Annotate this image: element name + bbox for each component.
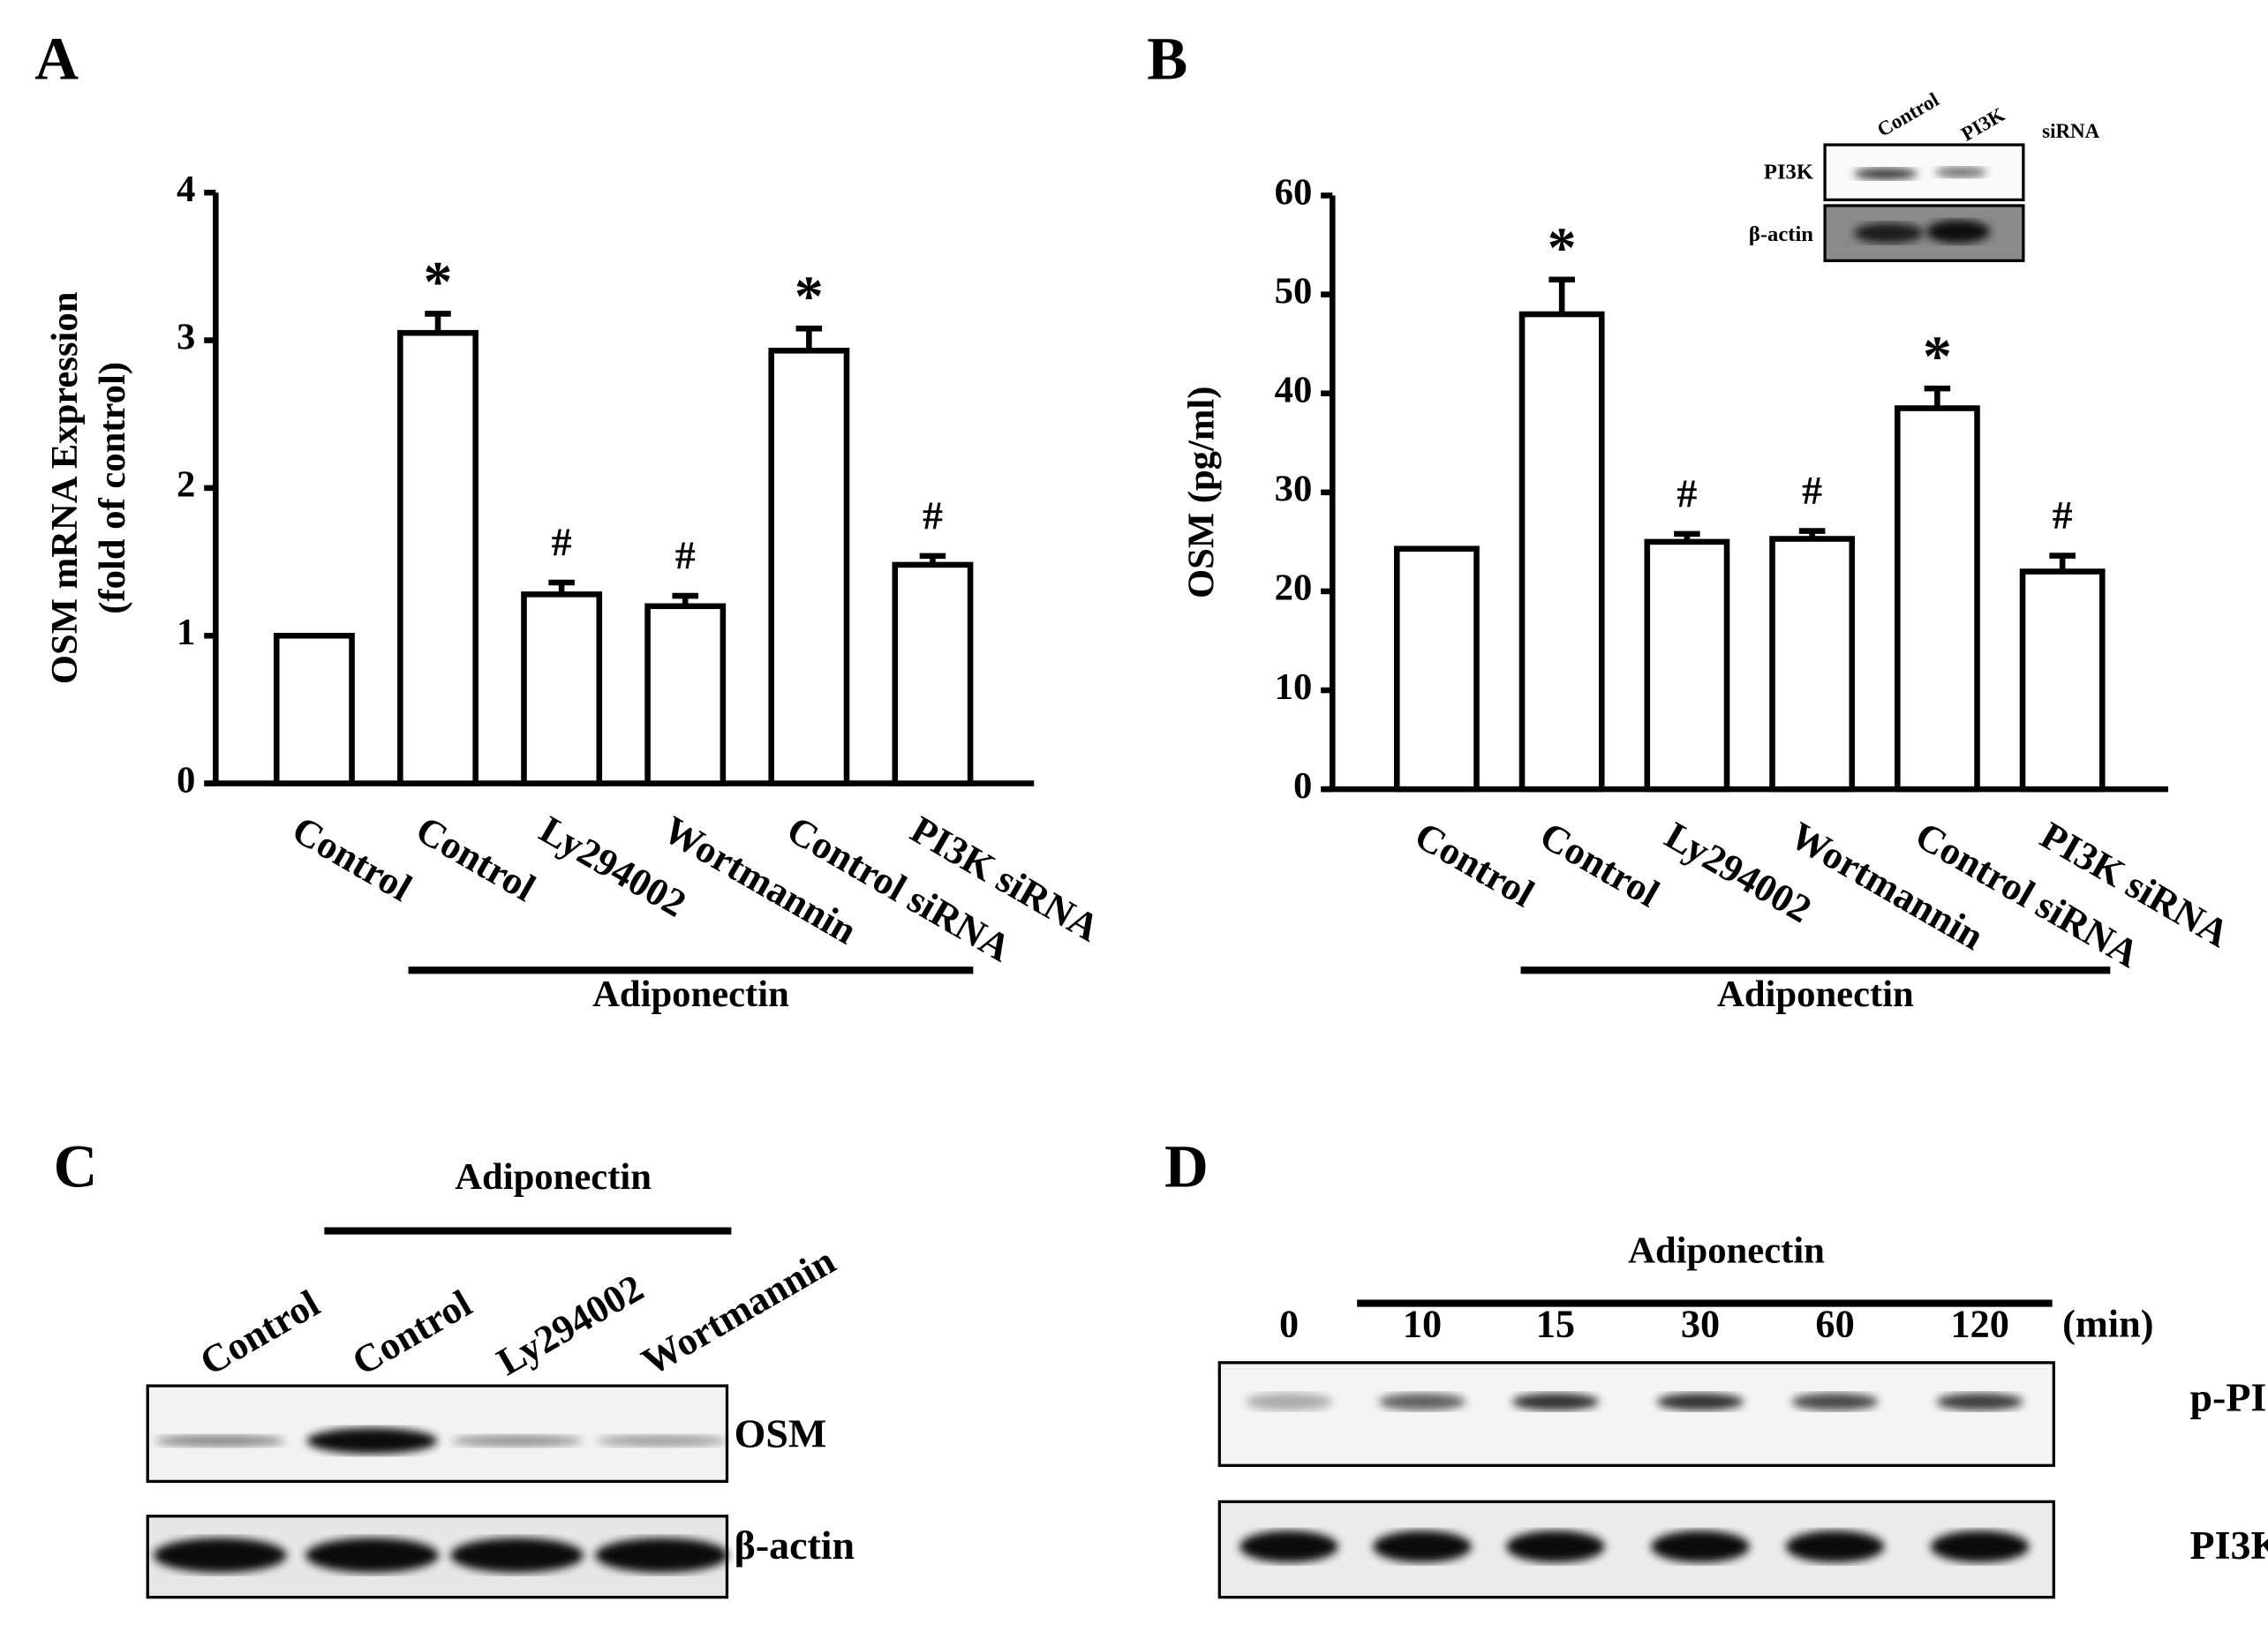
x-tick-label: Control bbox=[409, 808, 543, 910]
lane-label: 30 bbox=[1681, 1303, 1720, 1346]
y-tick-label: 1 bbox=[177, 612, 195, 653]
y-axis-label: OSM mRNA Expression bbox=[44, 291, 86, 684]
panel-label: A bbox=[34, 26, 79, 93]
blot-band bbox=[1785, 1530, 1885, 1563]
blot-band bbox=[1936, 1393, 2023, 1410]
blot-band bbox=[1853, 168, 1918, 180]
bar bbox=[397, 329, 478, 786]
blot-band bbox=[1373, 1530, 1472, 1563]
blot-band bbox=[153, 1538, 287, 1573]
lane-label: 120 bbox=[1950, 1303, 2008, 1346]
bar bbox=[1644, 538, 1730, 793]
y-tick-label: 50 bbox=[1275, 270, 1313, 312]
blot-band bbox=[1925, 220, 1991, 244]
x-tick-label: Control bbox=[285, 808, 419, 910]
significance-mark: * bbox=[1548, 216, 1577, 280]
blot-band bbox=[306, 1427, 438, 1455]
blot-band bbox=[1651, 1530, 1750, 1563]
blot-band bbox=[1853, 222, 1924, 244]
blot-band bbox=[1245, 1393, 1333, 1410]
panel-label: C bbox=[54, 1133, 98, 1200]
blot-band bbox=[1656, 1393, 1744, 1410]
x-tick-label: Control bbox=[1533, 814, 1667, 916]
y-axis-label: (fold of control) bbox=[92, 362, 133, 614]
lane-label: 60 bbox=[1815, 1303, 1854, 1346]
bar bbox=[273, 632, 355, 786]
group-label: Adiponectin bbox=[592, 974, 789, 1015]
blot-band bbox=[451, 1434, 583, 1447]
row-label: OSM bbox=[735, 1411, 827, 1456]
bar bbox=[521, 591, 603, 786]
bar bbox=[1894, 405, 1980, 793]
lane-label: 0 bbox=[1279, 1303, 1299, 1346]
inset-column-suffix: siRNA bbox=[2042, 120, 2099, 142]
inset-row-label: PI3K bbox=[1764, 161, 1813, 184]
group-label: Adiponectin bbox=[1628, 1230, 1825, 1272]
significance-mark: * bbox=[795, 266, 824, 329]
y-tick-label: 3 bbox=[177, 316, 195, 357]
blot-band bbox=[1791, 1393, 1879, 1410]
row-label: p-PI3K bbox=[2190, 1375, 2268, 1420]
group-label: Adiponectin bbox=[1717, 974, 1914, 1015]
blot-band bbox=[154, 1434, 286, 1447]
inset-column-label: PI3K bbox=[1957, 103, 2008, 146]
inset-column-label: Control bbox=[1873, 88, 1942, 141]
group-label: Adiponectin bbox=[455, 1156, 652, 1198]
blot-band bbox=[1378, 1393, 1466, 1410]
bar bbox=[1769, 536, 1856, 793]
bar bbox=[2019, 568, 2106, 793]
significance-mark: * bbox=[424, 251, 453, 314]
y-tick-label: 0 bbox=[1293, 765, 1312, 807]
lane-label: Wortmannin bbox=[635, 1239, 842, 1384]
blot-frame bbox=[146, 1384, 729, 1484]
blot-frame bbox=[1217, 1361, 2055, 1467]
significance-mark: # bbox=[675, 533, 696, 578]
blot-frame bbox=[1823, 143, 2025, 202]
significance-mark: # bbox=[923, 493, 943, 538]
y-axis-label: OSM (pg/ml) bbox=[1181, 387, 1223, 598]
y-tick-label: 20 bbox=[1275, 568, 1313, 609]
significance-mark: # bbox=[1802, 468, 1822, 513]
unit-label: (min) bbox=[2062, 1303, 2153, 1346]
blot-band bbox=[450, 1538, 584, 1573]
significance-mark: # bbox=[2053, 493, 2073, 538]
blot-frame bbox=[1217, 1500, 2055, 1599]
blot-band bbox=[595, 1538, 729, 1573]
blot-band bbox=[1934, 167, 1987, 177]
row-label: PI3K bbox=[2190, 1523, 2268, 1568]
panel-label: B bbox=[1147, 26, 1187, 93]
blot-band bbox=[596, 1434, 727, 1447]
significance-mark: # bbox=[1677, 470, 1697, 515]
y-tick-label: 60 bbox=[1275, 171, 1313, 213]
y-tick-label: 2 bbox=[177, 464, 195, 506]
significance-mark: # bbox=[552, 520, 572, 565]
y-tick-label: 0 bbox=[177, 759, 195, 801]
lane-label: Ly294002 bbox=[490, 1266, 651, 1383]
bar bbox=[1518, 311, 1605, 793]
bar bbox=[1393, 545, 1480, 793]
blot-band bbox=[1506, 1530, 1605, 1563]
bar bbox=[768, 347, 850, 786]
lane-label: 15 bbox=[1536, 1303, 1575, 1346]
y-tick-label: 40 bbox=[1275, 369, 1313, 410]
lane-label: Control bbox=[192, 1282, 327, 1384]
blot-band bbox=[1239, 1530, 1338, 1563]
panel-label: D bbox=[1164, 1133, 1209, 1200]
significance-mark: * bbox=[1923, 326, 1952, 389]
lane-label: Control bbox=[345, 1282, 479, 1384]
y-tick-label: 4 bbox=[177, 169, 195, 210]
blot-band bbox=[305, 1538, 439, 1573]
bar bbox=[892, 561, 974, 786]
row-label: β-actin bbox=[735, 1523, 855, 1568]
x-tick-label: Control bbox=[1407, 814, 1541, 916]
blot-band bbox=[1930, 1530, 2030, 1563]
blot-band bbox=[1511, 1393, 1600, 1410]
bar bbox=[644, 603, 727, 786]
inset-row-label: β-actin bbox=[1749, 222, 1813, 246]
y-tick-label: 30 bbox=[1275, 469, 1313, 510]
lane-label: 10 bbox=[1403, 1303, 1442, 1346]
y-tick-label: 10 bbox=[1275, 666, 1313, 708]
